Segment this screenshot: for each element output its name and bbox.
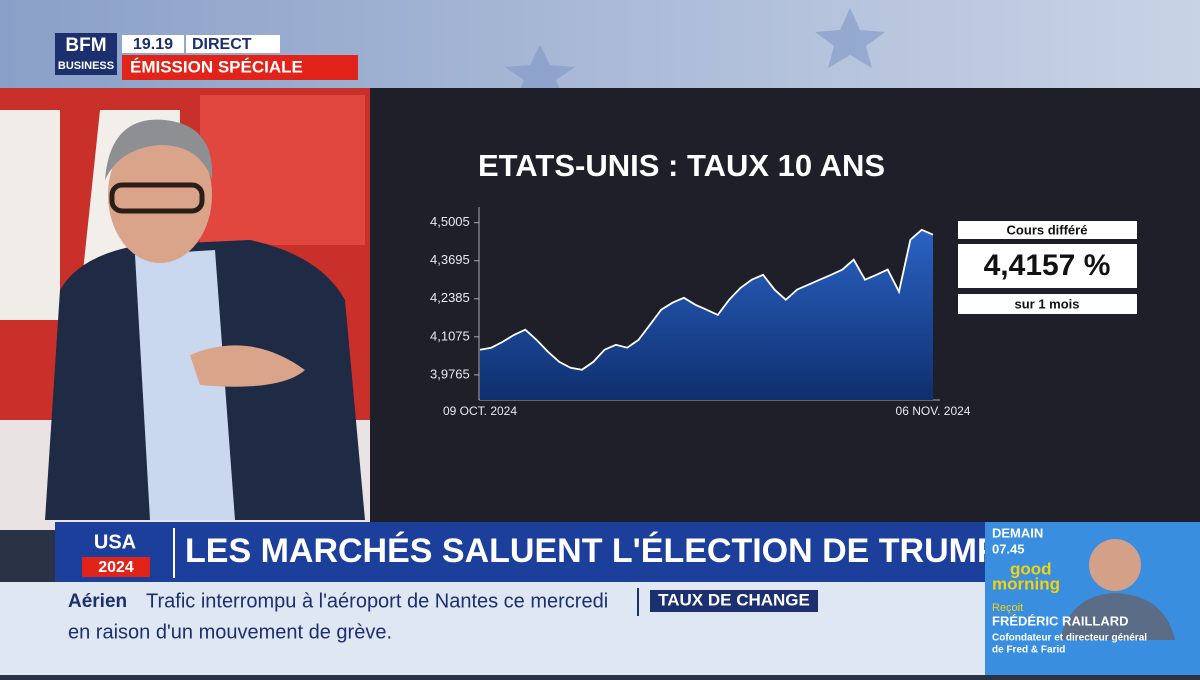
headline: LES MARCHÉS SALUENT L'ÉLECTION DE TRUMP	[185, 532, 1000, 570]
quote-label: Cours différé	[1007, 222, 1088, 237]
glasses	[109, 182, 205, 214]
hand	[190, 345, 305, 387]
y-tick-label: 3,9765	[430, 366, 470, 381]
ticker-line: en raison d'un mouvement de grève.	[68, 621, 392, 643]
logo-box	[55, 33, 117, 75]
hair	[105, 119, 213, 180]
show-bottom: morning	[992, 574, 1060, 593]
quote-period: sur 1 mois	[1014, 296, 1079, 311]
year-box	[82, 557, 150, 577]
star	[815, 8, 885, 68]
shirt	[135, 250, 235, 520]
promo-time: 07.45	[992, 541, 1025, 556]
ticker	[0, 582, 985, 675]
show-top: good	[1010, 559, 1052, 578]
face	[108, 127, 212, 263]
guest-face	[1089, 539, 1141, 591]
usa: USA	[94, 531, 136, 553]
guest-name: FRÉDÉRIC RAILLARD	[992, 613, 1129, 628]
live-box	[186, 35, 280, 53]
guest-role: Cofondateur et directeur général	[992, 633, 1147, 644]
time: 19.19	[133, 36, 173, 53]
quote-period-box	[958, 294, 1137, 314]
chart-title: ETATS-UNIS : TAUX 10 ANS	[478, 148, 885, 183]
quote-value-box	[958, 244, 1137, 288]
ticker-next: TAUX DE CHANGE	[658, 590, 810, 609]
line	[479, 228, 934, 371]
logo-top: BFM	[65, 35, 106, 56]
quote-value: 4,4157 %	[984, 249, 1111, 282]
promo-day: DEMAIN	[992, 525, 1043, 540]
wall-panel	[0, 110, 60, 320]
area	[480, 229, 933, 400]
program-box	[122, 55, 358, 80]
ticker-category: Aérien	[68, 591, 127, 612]
banner	[55, 522, 985, 582]
wall-panel	[200, 95, 365, 245]
y-tick-label: 4,2385	[430, 290, 470, 305]
y-tick-label: 4,3695	[430, 252, 470, 267]
logo-bottom: BUSINESS	[58, 60, 114, 72]
live: DIRECT	[192, 36, 252, 53]
promo-receives: Reçoit	[992, 602, 1023, 614]
program: ÉMISSION SPÉCIALE	[130, 57, 303, 76]
guest-body	[1060, 593, 1175, 640]
y-tick-label: 4,1075	[430, 328, 470, 343]
ticker-line: Trafic interrompu à l'aéroport de Nantes…	[146, 590, 608, 612]
quote-label-box	[958, 221, 1137, 239]
guest-role: de Fred & Farid	[992, 645, 1065, 656]
time-box	[122, 35, 184, 53]
plot: 3,9765 4,1075 4,2385 4,3695 4,5005 09 OCT. 20…	[430, 207, 971, 418]
y-tick-label: 4,5005	[430, 214, 470, 229]
x-tick-label: 06 NOV. 2024	[896, 404, 971, 418]
year: 2024	[98, 559, 134, 576]
x-tick-label: 09 OCT. 2024	[443, 404, 517, 418]
next-box	[650, 590, 818, 612]
star	[505, 45, 575, 90]
